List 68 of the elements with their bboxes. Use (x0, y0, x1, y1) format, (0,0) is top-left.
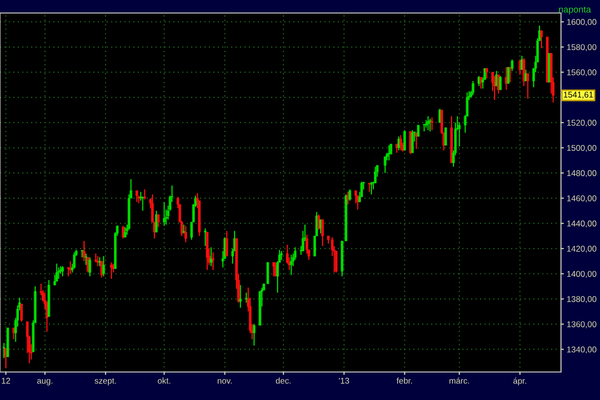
candlestick (399, 134, 402, 151)
y-tick-label: 1580,00 (567, 44, 596, 52)
x-tick-label: okt. (158, 378, 170, 384)
candlestick (388, 144, 390, 161)
candlestick (245, 292, 248, 304)
candlestick (84, 253, 88, 266)
x-tick-label: márc. (449, 377, 470, 384)
candlestick (348, 188, 352, 202)
candlestick (444, 127, 447, 146)
x-tick-label: ápr. (513, 378, 526, 386)
candlestick (384, 156, 386, 174)
y-tick-label: 1440,00 (567, 220, 596, 228)
x-tick-label: nov. (218, 379, 232, 384)
x-tick-label: dec. (276, 378, 291, 384)
candlestick (522, 58, 526, 87)
x-tick-label: febr. (396, 378, 412, 384)
annotation: 1541,61 (564, 92, 593, 99)
candlestick (428, 118, 432, 132)
x-tick-label: '13 (339, 378, 350, 384)
candlestick (212, 252, 214, 271)
y-tick-label: 1600,00 (567, 19, 596, 26)
y-tick-label: 1420,00 (567, 246, 596, 253)
candlestick (102, 256, 105, 277)
candlestick (478, 75, 480, 87)
candlestick (540, 30, 543, 49)
candlestick (162, 201, 166, 226)
candlestick (20, 303, 23, 322)
candlestick (225, 230, 228, 257)
candlestick (485, 68, 488, 80)
y-tick-label: 1480,00 (567, 170, 596, 178)
x-tick-label: aug. (37, 379, 52, 386)
candlestick (526, 72, 530, 100)
candlestick (239, 284, 242, 308)
y-tick-label: 1360,00 (567, 321, 596, 328)
candlestick (317, 214, 320, 230)
x-tick-label: 12 (2, 378, 10, 384)
y-tick-label: 1400,00 (567, 270, 596, 278)
candlestick (124, 226, 126, 238)
candlestick (182, 224, 186, 234)
candlestick (184, 225, 187, 243)
candlestick (472, 80, 474, 96)
candlestick (499, 75, 502, 90)
y-tick-label: 1460,00 (567, 195, 596, 202)
candlestick (143, 188, 146, 200)
candlestick (88, 256, 92, 277)
candlestick (72, 252, 76, 270)
candlestick (290, 254, 293, 276)
candlestick (374, 166, 377, 184)
x-tick-label: szept. (94, 378, 116, 386)
candlestick (136, 190, 138, 202)
candlestick (204, 228, 207, 247)
candlestick (321, 219, 324, 247)
annotation: naponta (558, 6, 592, 14)
y-tick-label: 1500,00 (567, 144, 596, 152)
y-tick-label: 1380,00 (567, 296, 596, 304)
candlestick (57, 266, 60, 280)
y-tick-label: 1520,00 (567, 120, 596, 127)
y-tick-label: 1340,00 (567, 346, 596, 354)
candlestick (94, 253, 98, 263)
candlestick (306, 234, 308, 254)
y-tick-label: 1560,00 (567, 69, 596, 76)
candlestick (430, 116, 434, 131)
candlestick (122, 225, 124, 240)
candlestick (272, 262, 275, 277)
candlestick (53, 274, 56, 286)
candlestick (157, 214, 160, 228)
candlestick (417, 124, 420, 137)
candlestick (55, 263, 58, 282)
